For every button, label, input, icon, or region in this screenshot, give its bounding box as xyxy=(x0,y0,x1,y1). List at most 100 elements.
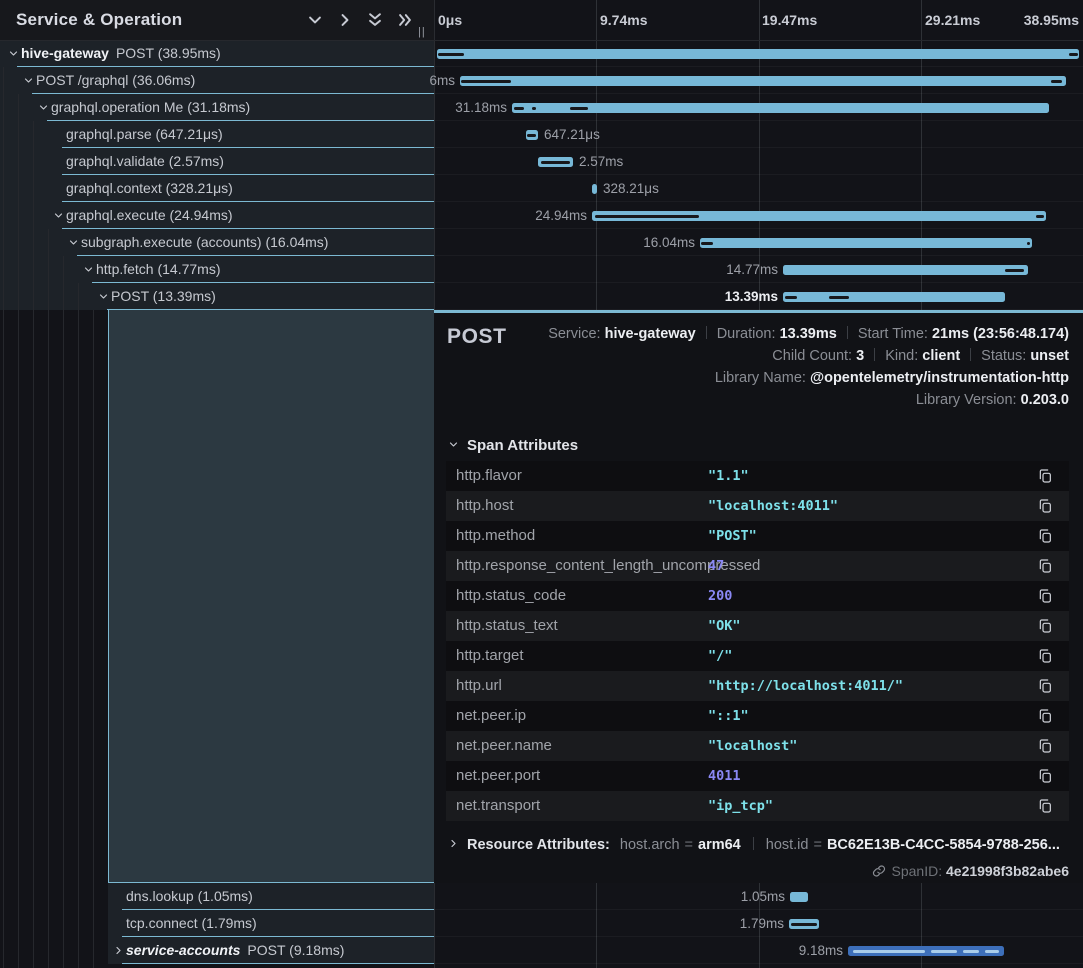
copy-icon[interactable] xyxy=(1037,588,1053,604)
attribute-value: "ip_tcp" xyxy=(708,798,774,814)
resource-key: host.arch xyxy=(619,837,680,853)
span-bar[interactable] xyxy=(789,919,819,929)
row-accent-underline xyxy=(17,66,434,67)
span-bar-stripe xyxy=(931,949,957,953)
resource-key: host.id xyxy=(765,837,809,853)
span-tree-row[interactable]: service-accounts POST (9.18ms) xyxy=(108,937,434,964)
span-bar[interactable] xyxy=(592,184,597,194)
copy-icon[interactable] xyxy=(1037,498,1053,514)
span-bar[interactable] xyxy=(526,130,538,140)
span-bar-self-time-mark xyxy=(829,295,849,299)
span-id-label: SpanID: xyxy=(891,863,943,879)
span-tree-row[interactable]: POST (13.39ms) xyxy=(0,283,434,310)
span-row-label: service-accounts POST (9.18ms) xyxy=(126,942,345,958)
span-bar-self-time-mark xyxy=(701,241,713,245)
attribute-key: http.method xyxy=(456,527,536,544)
span-tree-row[interactable]: POST /graphql (36.06ms) xyxy=(0,67,434,94)
span-timeline-row: 16.04ms xyxy=(434,229,1083,256)
collapse-one-level-icon[interactable] xyxy=(336,11,354,29)
span-tree-row[interactable]: graphql.parse (647.21μs) xyxy=(0,121,434,148)
copy-icon[interactable] xyxy=(1037,798,1053,814)
span-tree-row[interactable]: subgraph.execute (accounts) (16.04ms) xyxy=(0,229,434,256)
depth-guide-line xyxy=(78,283,79,968)
span-timeline-row: 1.79ms xyxy=(434,910,1083,937)
span-tree-row[interactable]: hive-gateway POST (38.95ms) xyxy=(0,40,434,67)
span-bar[interactable] xyxy=(437,49,1079,59)
row-accent-underline xyxy=(107,309,434,310)
copy-icon[interactable] xyxy=(1037,648,1053,664)
resource-attributes-items: host.arch = arm64 host.id = BC62E13B-C4CC-585… xyxy=(620,837,1060,853)
span-tree-row[interactable]: graphql.context (328.21μs) xyxy=(0,175,434,202)
meta-divider xyxy=(705,326,707,339)
span-tree-row[interactable]: graphql.execute (24.94ms) xyxy=(0,202,434,229)
attribute-row: http.status_text "OK" xyxy=(446,611,1069,641)
span-bar-stripe xyxy=(853,949,925,953)
span-tree-row[interactable]: http.fetch (14.77ms) xyxy=(0,256,434,283)
expand-all-icon[interactable] xyxy=(366,11,384,29)
row-collapse-chevron-down-icon[interactable] xyxy=(53,210,64,221)
copy-icon[interactable] xyxy=(1037,678,1053,694)
row-accent-underline xyxy=(62,201,434,202)
span-bar[interactable] xyxy=(592,211,1046,221)
span-bar[interactable] xyxy=(512,103,1049,113)
span-timeline-row: 647.21μs xyxy=(434,121,1083,148)
row-accent-underline xyxy=(92,282,434,283)
span-row-label: graphql.validate (2.57ms) xyxy=(66,153,224,169)
span-timeline-row: 31.18ms xyxy=(434,94,1083,121)
link-icon[interactable] xyxy=(872,864,886,878)
span-bar[interactable] xyxy=(783,292,1005,302)
span-detail-panel: POST Service: hive-gateway Duration: 13.3… xyxy=(434,310,1083,883)
copy-icon[interactable] xyxy=(1037,618,1053,634)
span-bar-self-time-mark xyxy=(785,295,797,299)
span-bar[interactable] xyxy=(700,238,1032,248)
span-timeline-row: 6ms xyxy=(429,67,1083,94)
attribute-value: "localhost" xyxy=(708,738,798,754)
span-row-label: graphql.parse (647.21μs) xyxy=(66,126,223,142)
attribute-row: http.status_code 200 xyxy=(446,581,1069,611)
span-tree-row[interactable]: graphql.operation Me (31.18ms) xyxy=(0,94,434,121)
row-collapse-chevron-down-icon[interactable] xyxy=(98,291,109,302)
row-collapse-chevron-down-icon[interactable] xyxy=(38,102,49,113)
span-duration-label: 647.21μs xyxy=(544,127,600,142)
span-bar[interactable] xyxy=(783,265,1028,275)
row-accent-underline xyxy=(122,936,434,937)
row-collapse-chevron-down-icon[interactable] xyxy=(23,75,34,86)
row-expand-chevron-right-icon[interactable] xyxy=(113,945,124,956)
row-collapse-chevron-down-icon[interactable] xyxy=(8,48,19,59)
ruler-tick-label: 9.74ms xyxy=(600,12,648,28)
copy-icon[interactable] xyxy=(1037,708,1053,724)
span-attributes-header[interactable]: Span Attributes xyxy=(448,437,578,454)
copy-icon[interactable] xyxy=(1037,468,1053,484)
span-tree-row[interactable]: tcp.connect (1.79ms) xyxy=(108,910,434,937)
attribute-value: "1.1" xyxy=(708,468,749,484)
attribute-row: http.url "http://localhost:4011/" xyxy=(446,671,1069,701)
span-bar[interactable] xyxy=(460,76,1066,86)
copy-icon[interactable] xyxy=(1037,738,1053,754)
copy-icon[interactable] xyxy=(1037,558,1053,574)
copy-icon[interactable] xyxy=(1037,768,1053,784)
detail-meta-line: Service: hive-gateway Duration: 13.39ms St… xyxy=(548,323,1069,345)
span-tree-row[interactable]: graphql.validate (2.57ms) xyxy=(0,148,434,175)
resource-attributes-row[interactable]: Resource Attributes: host.arch = arm64 host.… xyxy=(448,837,1060,853)
collapse-all-icon[interactable] xyxy=(396,11,414,29)
span-tree-row[interactable]: dns.lookup (1.05ms) xyxy=(108,883,434,910)
attribute-key: http.status_code xyxy=(456,587,567,604)
row-collapse-chevron-down-icon[interactable] xyxy=(68,237,79,248)
column-resize-handle[interactable]: || xyxy=(418,26,426,38)
resource-value: BC62E13B-C4CC-5854-9788-256... xyxy=(826,837,1060,853)
meta-value: client xyxy=(922,348,961,364)
row-accent-underline xyxy=(62,174,434,175)
attribute-key: net.peer.port xyxy=(456,767,541,784)
meta-label: Library Name: xyxy=(714,370,810,386)
span-timeline-row: 13.39ms xyxy=(434,283,1083,310)
row-collapse-chevron-down-icon[interactable] xyxy=(83,264,94,275)
attribute-row: http.response_content_length_uncompresse… xyxy=(446,551,1069,581)
span-bar[interactable] xyxy=(790,892,808,902)
expand-one-level-icon[interactable] xyxy=(306,11,324,29)
span-row-label: POST /graphql (36.06ms) xyxy=(36,72,196,88)
span-bar[interactable] xyxy=(848,946,1004,956)
row-accent-underline xyxy=(62,228,434,229)
copy-icon[interactable] xyxy=(1037,528,1053,544)
span-bar[interactable] xyxy=(538,157,573,167)
